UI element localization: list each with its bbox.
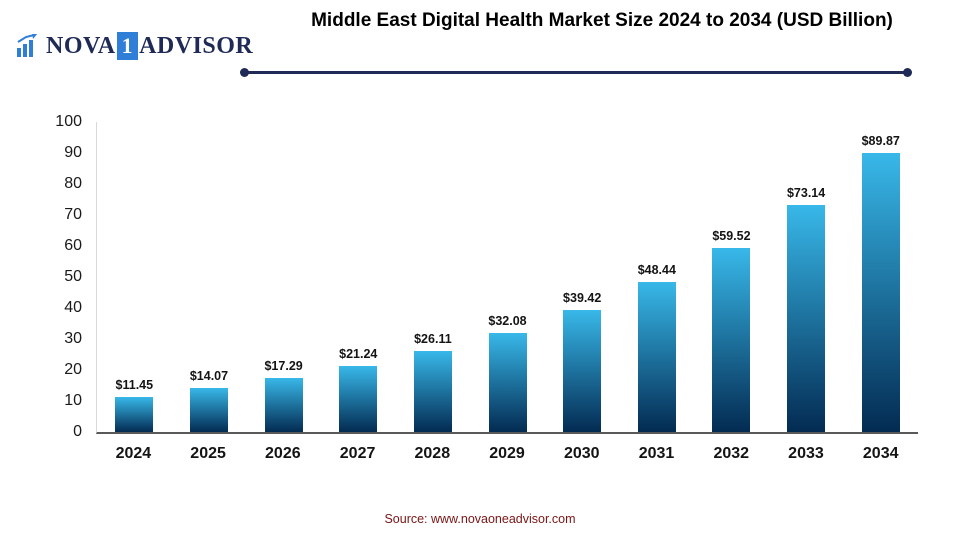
logo-text-left: NOVA xyxy=(46,32,116,59)
x-axis-label: 2025 xyxy=(190,445,226,462)
title-underline xyxy=(240,68,912,77)
bar-cell: $39.42 xyxy=(545,122,620,432)
bar-value-label: $89.87 xyxy=(861,134,900,149)
plot-area: $11.45 $14.07 $17.29 $21.24 $26.11 $32.08 $39.… xyxy=(96,122,918,434)
x-axis-label: 2032 xyxy=(713,445,750,462)
bar-cell: $73.14 xyxy=(769,122,844,432)
bar-value-label: $26.11 xyxy=(414,332,452,347)
logo-badge: 1 xyxy=(116,32,139,60)
bar-cell: $48.44 xyxy=(619,122,694,432)
y-tick-label: 10 xyxy=(64,392,82,409)
y-tick-label: 50 xyxy=(64,268,82,285)
y-tick-label: 20 xyxy=(64,361,82,378)
bar-cell: $21.24 xyxy=(321,122,396,432)
y-tick-label: 40 xyxy=(64,299,82,316)
chart: 0 10 20 30 40 50 60 70 80 90 100 $11.45 $14.07 $17.2… xyxy=(44,113,918,463)
x-axis-label: 2034 xyxy=(862,445,899,462)
bar xyxy=(189,388,228,432)
bar xyxy=(712,247,751,432)
bar xyxy=(413,351,452,432)
bar-value-label: $73.14 xyxy=(786,186,826,201)
bar-value-label: $39.42 xyxy=(563,290,602,305)
x-axis-label: 2028 xyxy=(414,445,451,462)
bar-cell: $14.07 xyxy=(172,122,247,432)
logo: NOVA 1 ADVISOR xyxy=(16,32,253,60)
bar xyxy=(563,309,602,432)
bar xyxy=(115,396,154,432)
bar-value-label: $14.07 xyxy=(189,369,229,384)
bar-cell: $89.87 xyxy=(843,122,918,432)
bar xyxy=(637,281,676,432)
y-tick-label: 80 xyxy=(64,175,82,192)
logo-bar-chart-icon xyxy=(16,34,42,58)
y-axis: 0 10 20 30 40 50 60 70 80 90 100 xyxy=(44,113,96,440)
x-axis-label: 2024 xyxy=(115,445,152,462)
logo-text-right: ADVISOR xyxy=(139,32,254,59)
bar-cell: $59.52 xyxy=(694,122,769,432)
bar xyxy=(339,366,378,432)
bar-cell: $26.11 xyxy=(396,122,471,432)
y-tick-label: 90 xyxy=(64,144,82,161)
x-axis-label: 2029 xyxy=(489,445,525,462)
x-axis-label: 2027 xyxy=(339,445,376,462)
header: NOVA 1 ADVISOR Middle East Digital Healt… xyxy=(0,0,960,100)
bar-cell: $11.45 xyxy=(97,122,172,432)
bar-value-label: $17.29 xyxy=(264,359,303,374)
x-axis: 2024 2025 2026 2027 2028 2029 2030 2031 2032 2033… xyxy=(96,445,918,463)
y-tick-label: 0 xyxy=(73,423,82,440)
bar-cell: $32.08 xyxy=(470,122,545,432)
bar-value-label: $21.24 xyxy=(339,347,378,362)
y-tick-label: 70 xyxy=(64,206,82,223)
x-axis-label: 2030 xyxy=(563,445,600,462)
bar xyxy=(787,205,826,432)
y-tick-label: 30 xyxy=(64,330,82,347)
bar-value-label: $32.08 xyxy=(488,313,527,328)
bar xyxy=(264,378,303,432)
x-axis-label: 2026 xyxy=(265,445,301,462)
x-axis-label: 2033 xyxy=(788,445,824,462)
bar-value-label: $48.44 xyxy=(637,262,676,277)
bar xyxy=(861,153,900,432)
bar-value-label: $11.45 xyxy=(115,377,154,392)
source-text: Source: www.novaoneadvisor.com xyxy=(384,512,576,526)
y-tick-label: 100 xyxy=(55,113,82,130)
plot-wrap: $11.45 $14.07 $17.29 $21.24 $26.11 $32.08 $39.… xyxy=(96,122,918,463)
y-tick-label: 60 xyxy=(64,237,82,254)
bar-value-label: $59.52 xyxy=(712,228,751,243)
bar-cell: $17.29 xyxy=(246,122,321,432)
bar xyxy=(488,332,527,432)
chart-title: Middle East Digital Health Market Size 2… xyxy=(311,10,893,31)
x-axis-label: 2031 xyxy=(638,445,675,462)
